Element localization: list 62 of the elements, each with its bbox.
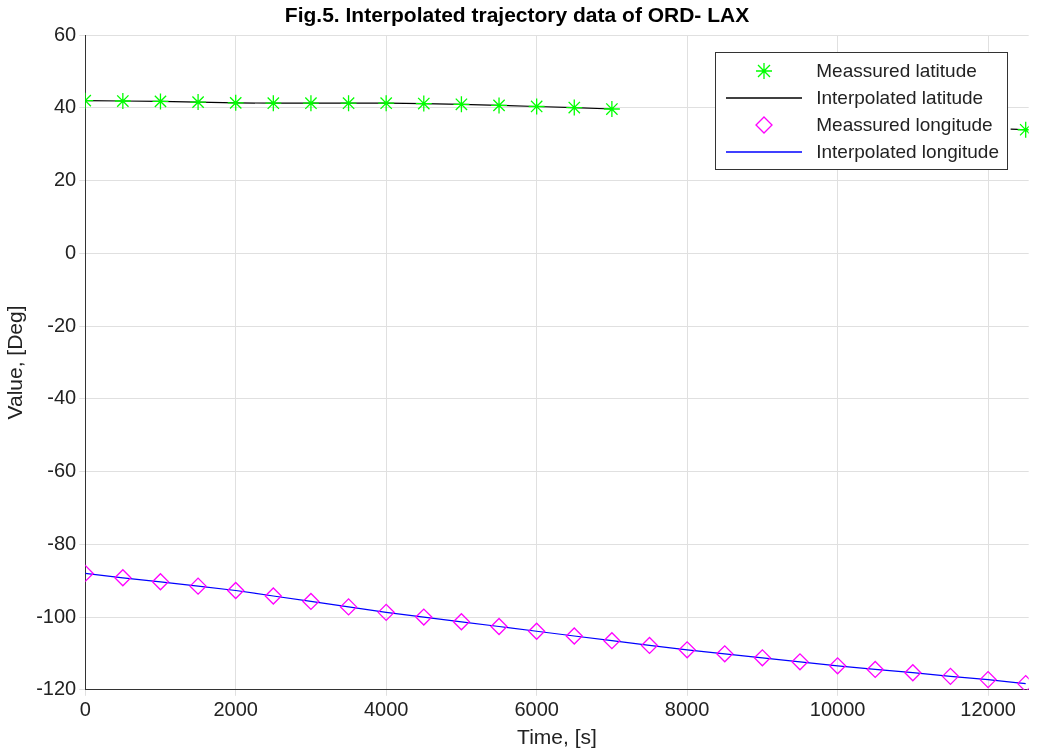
y-tick-label: -80 bbox=[47, 531, 77, 554]
y-tick-label: 40 bbox=[53, 95, 77, 118]
x-tick-label: 8000 bbox=[664, 698, 710, 721]
y-tick-label: -20 bbox=[47, 313, 77, 336]
point bbox=[189, 93, 207, 111]
x-axis-title: Time, [s] bbox=[517, 725, 597, 749]
y-tick-label: -40 bbox=[47, 386, 77, 409]
point bbox=[866, 660, 884, 679]
legend-label: Meassured longitude bbox=[816, 113, 993, 136]
x-tick-label: 6000 bbox=[514, 698, 559, 721]
y-tick-label: -100 bbox=[36, 604, 77, 627]
point bbox=[114, 92, 132, 110]
point bbox=[415, 608, 433, 626]
point bbox=[377, 94, 395, 112]
point bbox=[114, 569, 132, 587]
point bbox=[640, 636, 659, 655]
point bbox=[791, 653, 809, 671]
point bbox=[227, 94, 245, 112]
x-tick-label: 12000 bbox=[960, 698, 1016, 721]
legend-label: Interpolated latitude bbox=[816, 86, 984, 109]
point bbox=[828, 657, 847, 675]
point bbox=[151, 92, 170, 111]
point bbox=[339, 94, 358, 112]
y-tick-label: -120 bbox=[36, 677, 77, 700]
point bbox=[716, 645, 734, 663]
point bbox=[565, 98, 583, 117]
point bbox=[452, 613, 471, 631]
point bbox=[603, 632, 621, 650]
x-tick-label: 10000 bbox=[809, 698, 866, 721]
point bbox=[979, 670, 997, 689]
point bbox=[452, 95, 471, 113]
x-tick-label: 2000 bbox=[213, 698, 258, 721]
y-tick-label: 60 bbox=[53, 22, 77, 45]
point bbox=[415, 94, 433, 113]
point bbox=[377, 603, 395, 621]
point bbox=[264, 94, 282, 112]
point bbox=[678, 641, 696, 659]
point bbox=[151, 573, 170, 591]
x-tick-label: 0 bbox=[79, 698, 91, 721]
y-tick-label: 0 bbox=[65, 240, 77, 263]
point bbox=[339, 598, 358, 616]
y-tick-label: 20 bbox=[53, 168, 77, 191]
point bbox=[227, 581, 245, 600]
point bbox=[189, 577, 207, 595]
x-tick-label: 4000 bbox=[363, 698, 409, 721]
legend-label: Interpolated longitude bbox=[816, 140, 999, 163]
chart-title: Fig.5. Interpolated trajectory data of ORD- LAX bbox=[284, 3, 750, 27]
point bbox=[603, 100, 621, 118]
y-axis-title: Value, [Deg] bbox=[3, 305, 27, 420]
point bbox=[753, 649, 772, 667]
point bbox=[490, 617, 508, 636]
legend-label: Meassured latitude bbox=[816, 59, 977, 82]
point bbox=[490, 96, 508, 115]
point bbox=[302, 94, 320, 112]
point bbox=[302, 592, 320, 611]
point bbox=[904, 664, 922, 682]
point bbox=[941, 667, 960, 685]
y-tick-label: -60 bbox=[47, 459, 77, 482]
point bbox=[264, 587, 282, 605]
point bbox=[565, 627, 583, 645]
point bbox=[528, 97, 546, 116]
point bbox=[528, 622, 546, 640]
